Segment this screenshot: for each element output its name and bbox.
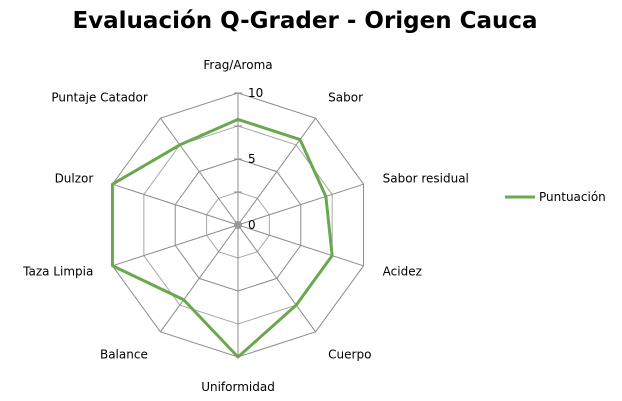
axis-label: Puntaje Catador xyxy=(51,91,148,105)
axis-label: Balance xyxy=(100,347,148,361)
grid-spoke xyxy=(112,224,239,267)
series-line xyxy=(110,117,334,359)
radar-series xyxy=(110,117,334,359)
tick-label: 5 xyxy=(248,152,256,166)
axis-label: Sabor residual xyxy=(383,172,469,186)
grid-spoke xyxy=(237,224,364,267)
axis-label: Cuerpo xyxy=(328,347,371,361)
axis-labels: Frag/Aroma Sabor Sabor residual Acidez Cuerp… xyxy=(22,58,469,394)
axis-label: Acidez xyxy=(383,264,422,278)
tick-label: 0 xyxy=(248,218,256,232)
grid-spoke xyxy=(160,117,239,226)
radar-grid xyxy=(111,92,365,358)
axis-label: Frag/Aroma xyxy=(203,58,272,72)
grid-spoke xyxy=(237,224,316,333)
legend: Puntuación xyxy=(505,190,606,204)
tick-label: 10 xyxy=(248,86,263,100)
axis-label: Dulzor xyxy=(55,172,94,186)
tick-labels: 0 5 10 xyxy=(248,86,263,232)
grid-spoke xyxy=(237,183,364,226)
grid-spoke xyxy=(237,117,316,226)
grid-spoke xyxy=(160,224,239,333)
axis-label: Taza Limpia xyxy=(22,264,93,278)
axis-label: Sabor xyxy=(328,91,363,105)
legend-label: Puntuación xyxy=(539,190,606,204)
grid-spoke xyxy=(112,183,239,226)
chart-title: Evaluación Q-Grader - Origen Cauca xyxy=(72,8,538,34)
axis-label: Uniformidad xyxy=(201,380,275,394)
center-hub xyxy=(234,221,242,229)
